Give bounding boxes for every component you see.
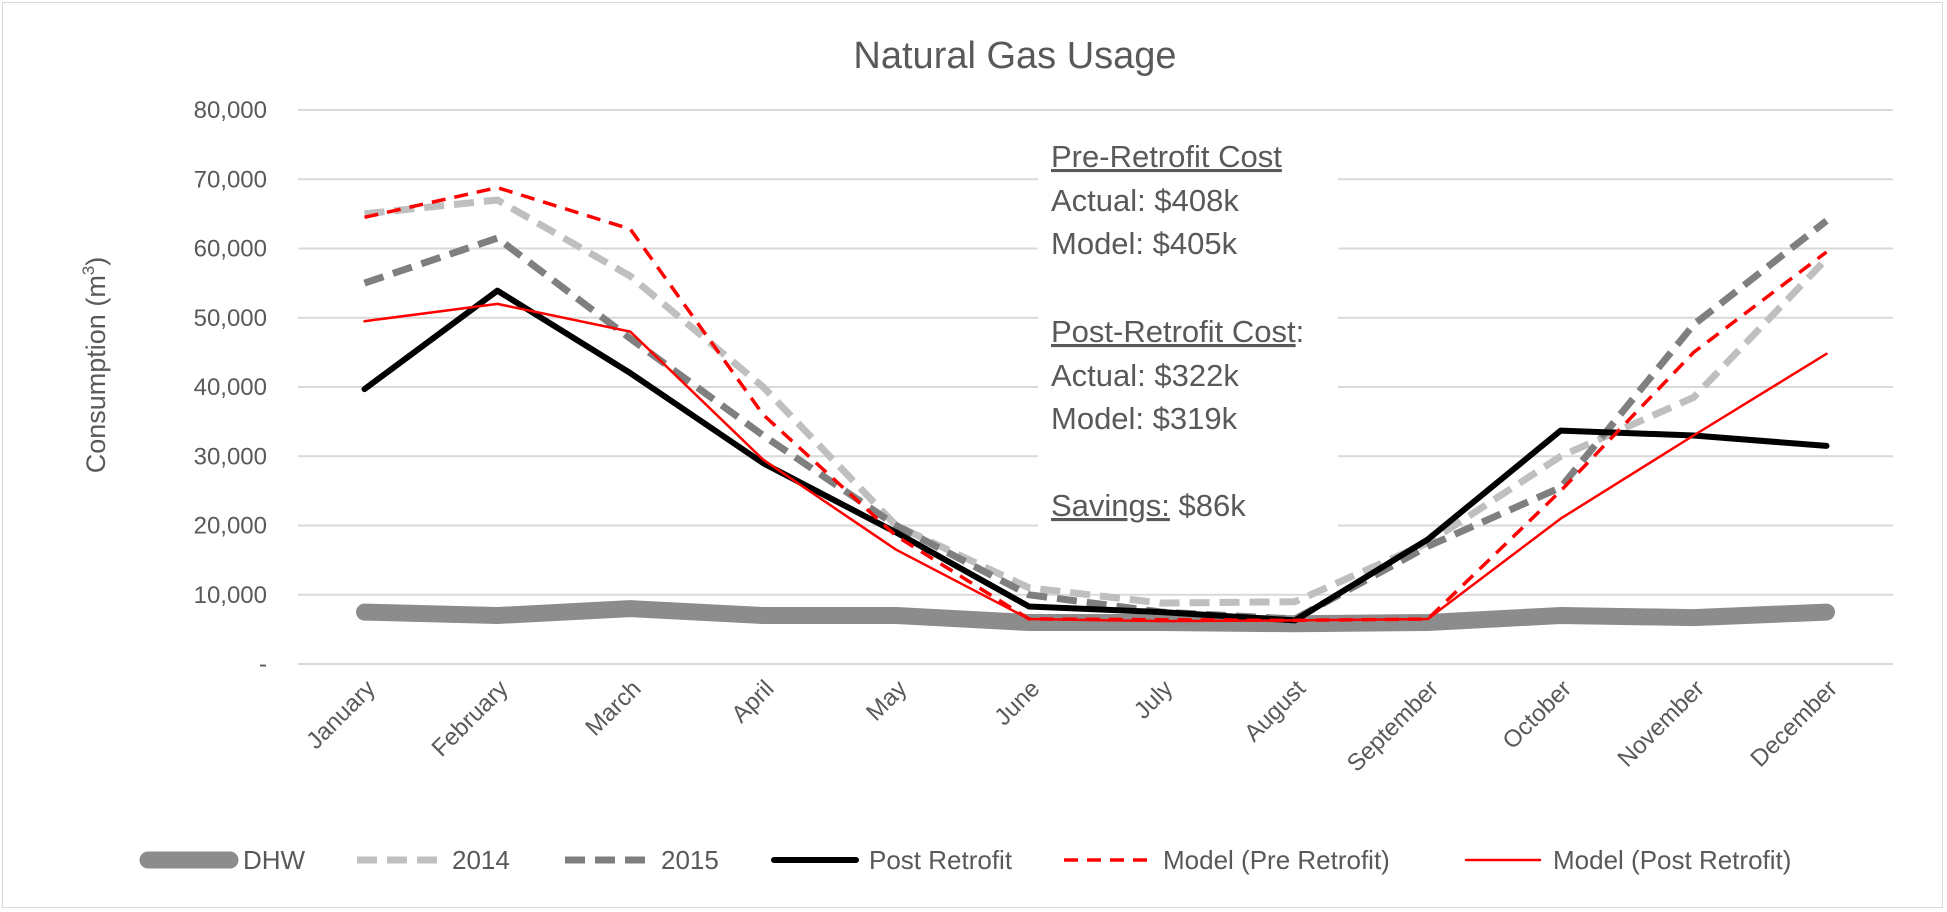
y-axis-label: Consumption (m3): [79, 257, 111, 474]
series-group: [356, 185, 1835, 633]
post-retrofit-actual: Actual: $322k: [1051, 358, 1239, 393]
y-tick-label: 20,000: [194, 513, 267, 540]
x-tick-label: November: [1612, 675, 1709, 772]
x-tick-label: May: [861, 675, 912, 726]
post-retrofit-model: Model: $319k: [1051, 401, 1238, 436]
x-tick-label: January: [301, 675, 380, 754]
legend-label-1: 2014: [452, 845, 510, 875]
pre-retrofit-actual: Actual: $408k: [1051, 183, 1239, 218]
y-tick-label: 60,000: [194, 236, 267, 263]
pre-retrofit-heading: Pre-Retrofit Cost: [1051, 139, 1282, 174]
x-axis-ticks: January February March April May June July Augu…: [301, 675, 1843, 777]
chart-title: Natural Gas Usage: [853, 35, 1176, 77]
legend-label-4: Model (Pre Retrofit): [1163, 845, 1390, 875]
series-line-2: [363, 218, 1829, 623]
x-tick-label: April: [726, 675, 779, 728]
y-tick-label: 80,000: [194, 97, 267, 124]
series-line-1: [364, 196, 1830, 607]
y-tick-label: 10,000: [194, 582, 267, 609]
post-retrofit-heading: Post-Retrofit Cost:: [1051, 314, 1304, 349]
series-line-0: [356, 600, 1835, 633]
annotation-box: [1038, 138, 1338, 528]
legend: DHW 2014 2015 Post Retrofit Model (Pre Retro…: [139, 845, 1791, 875]
legend-label-5: Model (Post Retrofit): [1553, 845, 1791, 875]
legend-label-3: Post Retrofit: [869, 845, 1013, 875]
x-tick-label: March: [580, 675, 646, 741]
legend-label-2: 2015: [661, 845, 719, 875]
x-tick-label: July: [1129, 675, 1178, 724]
series-line-5: [363, 302, 1828, 623]
x-tick-label: October: [1497, 675, 1576, 754]
y-axis-ticks: - 10,000 20,000 30,000 40,000 50,000 60,000 70,…: [194, 97, 267, 678]
x-tick-label: September: [1342, 675, 1444, 777]
savings: Savings: $86k: [1051, 488, 1246, 523]
x-tick-label: December: [1745, 675, 1842, 772]
y-tick-label: 50,000: [194, 305, 267, 332]
x-tick-label: August: [1239, 675, 1311, 747]
y-tick-label: 30,000: [194, 443, 267, 470]
y-tick-label: 40,000: [194, 374, 267, 401]
legend-label-0: DHW: [243, 845, 306, 875]
pre-retrofit-model: Model: $405k: [1051, 226, 1238, 261]
y-tick-label: -: [259, 651, 267, 678]
x-tick-label: June: [989, 675, 1045, 731]
series-line-3: [361, 287, 1830, 624]
x-tick-label: February: [427, 675, 514, 762]
annotation: Pre-Retrofit Cost Actual: $408k Model: $…: [1051, 139, 1304, 523]
y-tick-label: 70,000: [194, 166, 267, 193]
